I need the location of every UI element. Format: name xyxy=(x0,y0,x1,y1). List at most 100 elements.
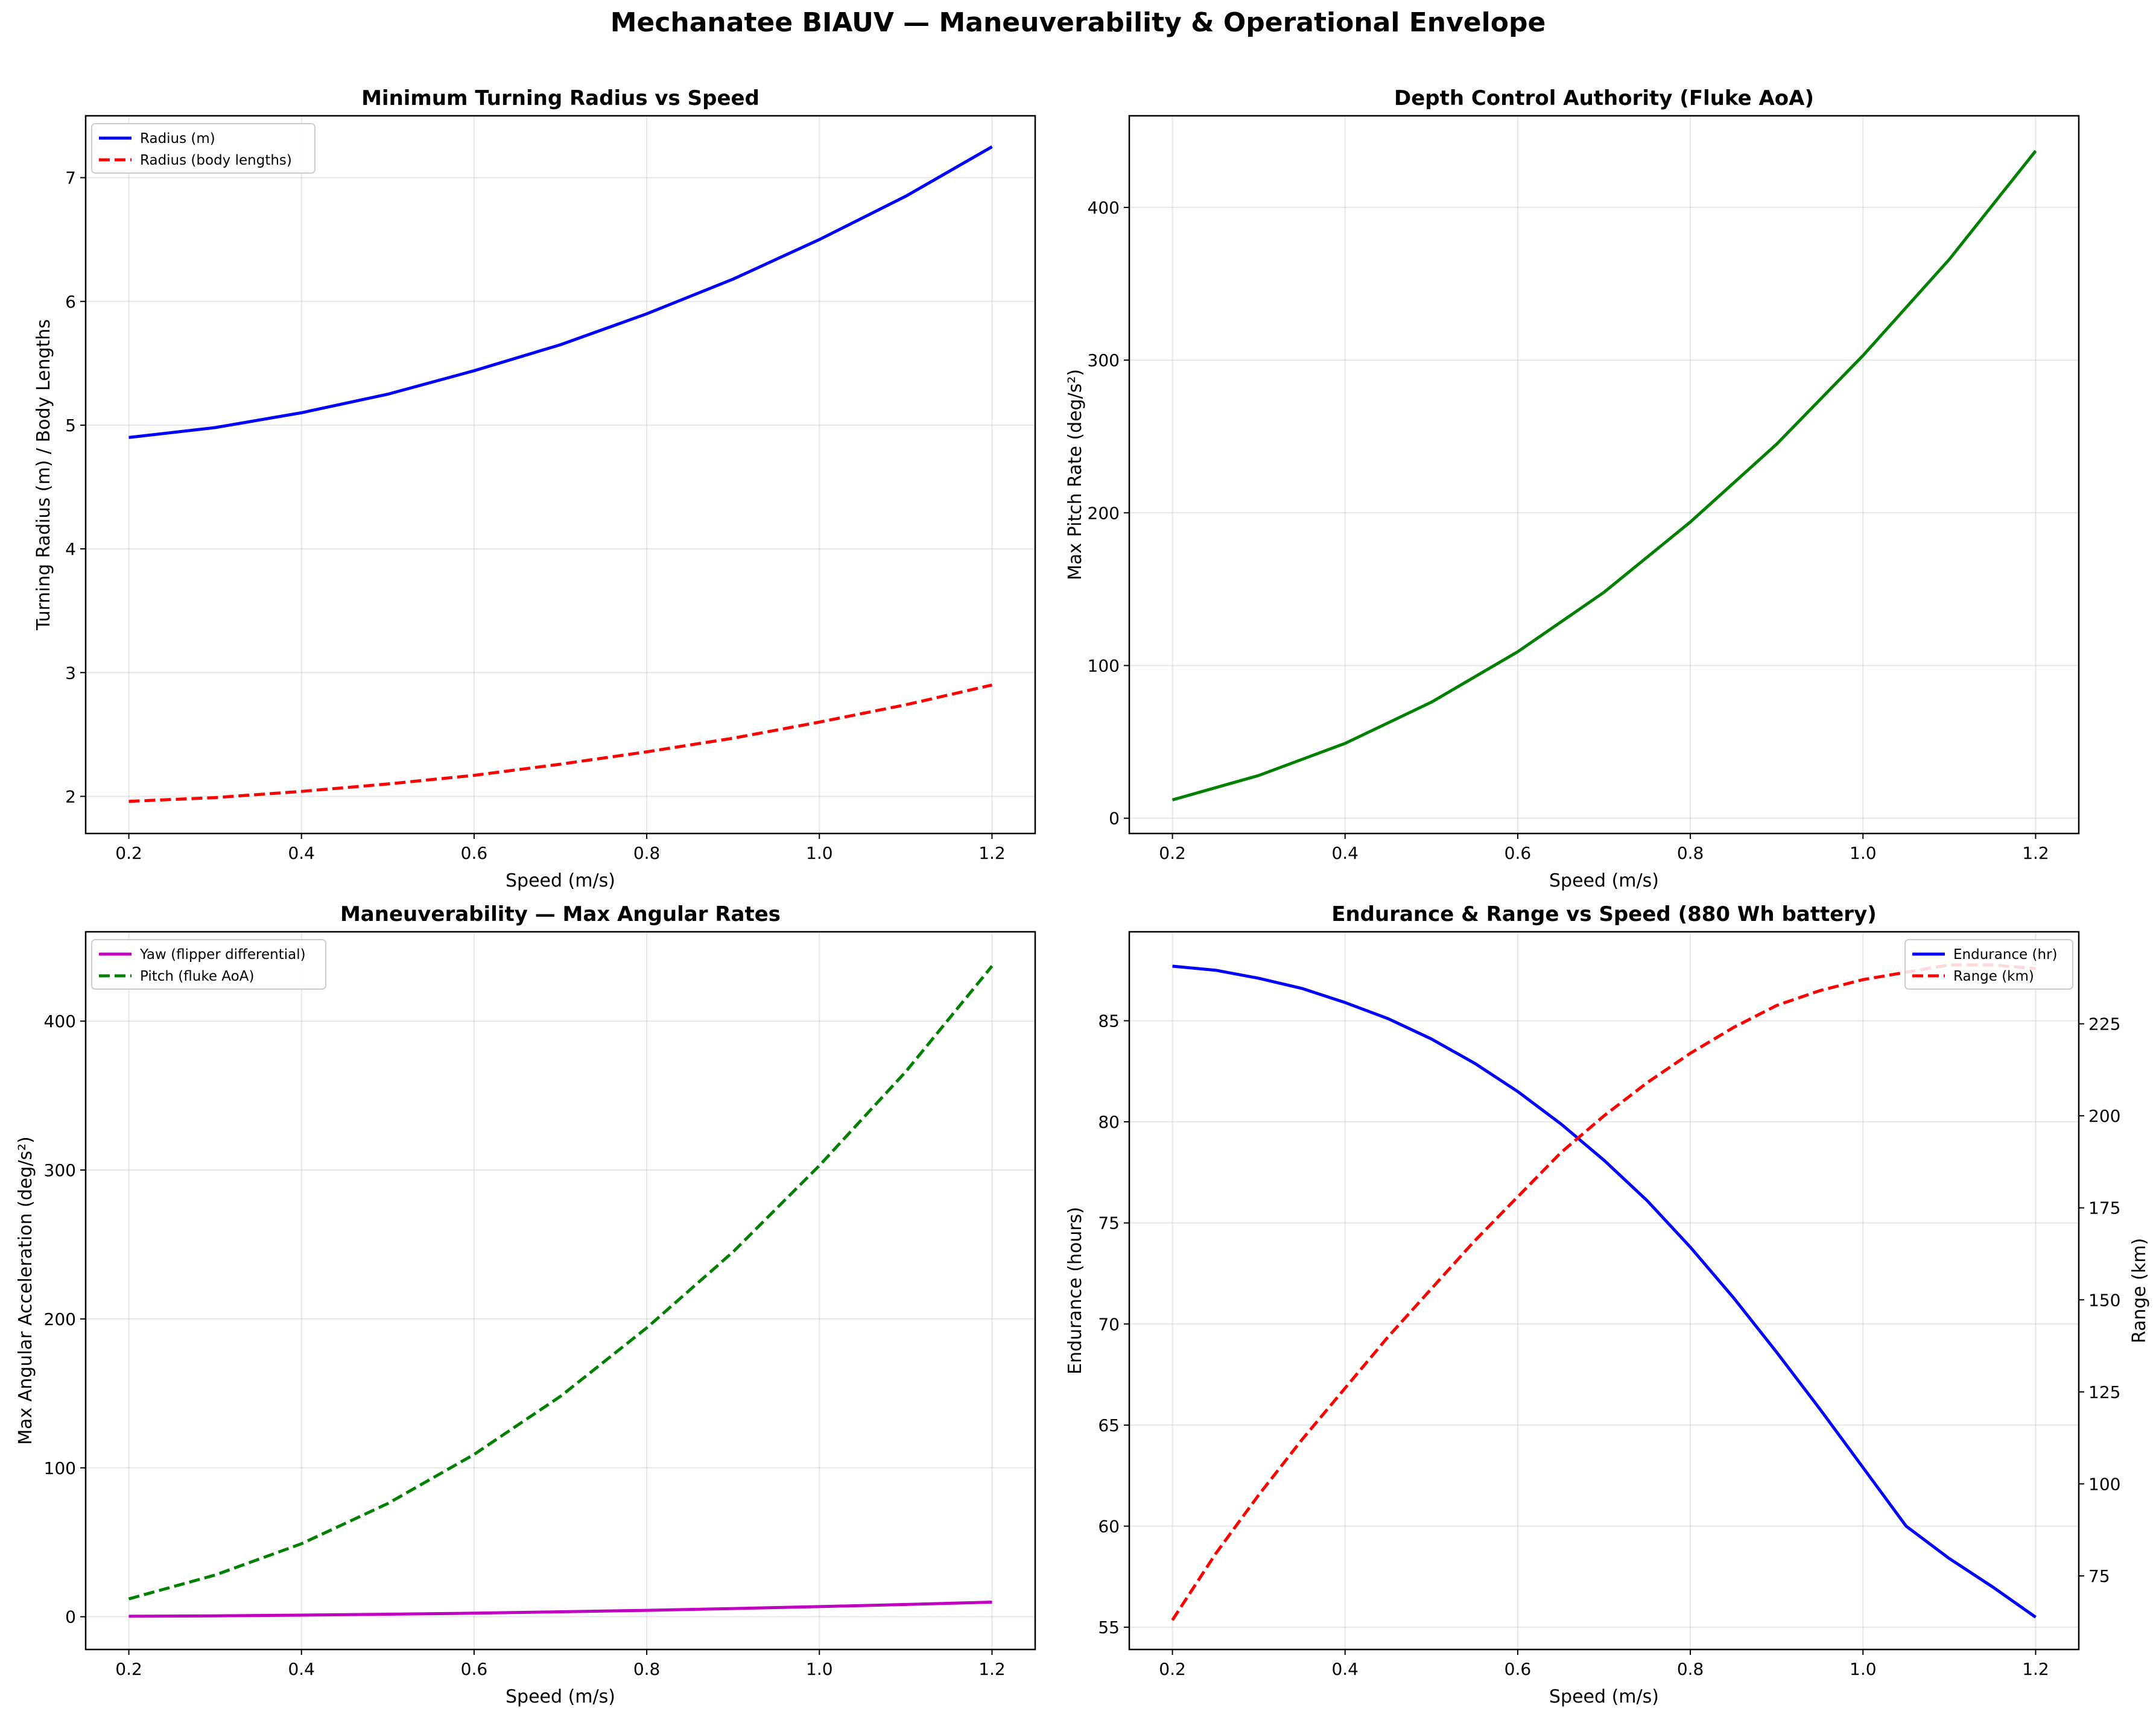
series-line-1 xyxy=(1172,150,2037,802)
y-axis-label: Turning Radius (m) / Body Lengths xyxy=(33,319,54,631)
plot-frame xyxy=(1128,115,2080,835)
x-tick-label: 1.2 xyxy=(2022,1659,2049,1679)
y-tick-label: 5 xyxy=(65,416,76,435)
x-axis-label: Speed (m/s) xyxy=(506,870,615,891)
y-tick-label: 300 xyxy=(44,1160,76,1180)
x-tick-label: 0.8 xyxy=(1677,1659,1704,1679)
y-tick-label: 65 xyxy=(1098,1415,1120,1435)
y-tick-label: 400 xyxy=(1088,198,1120,218)
x-axis-label: Speed (m/s) xyxy=(506,1686,615,1707)
x-tick-label: 1.2 xyxy=(978,1659,1006,1679)
x-tick-label: 1.0 xyxy=(1850,843,1877,863)
panel-title: Maneuverability — Max Angular Rates xyxy=(340,902,781,926)
series-line-2 xyxy=(128,683,993,803)
y-tick-label: 0 xyxy=(65,1607,76,1627)
series-line-1 xyxy=(1172,964,2037,1619)
legend-label: Range (km) xyxy=(1953,969,2034,984)
grid xyxy=(1129,932,2079,1649)
legend-label: Radius (m) xyxy=(140,131,215,147)
legend-box xyxy=(91,123,315,174)
y-axis-label: Max Angular Acceleration (deg/s²) xyxy=(15,1136,36,1444)
y2-tick-label: 100 xyxy=(2088,1474,2120,1494)
x-tick-label: 0.2 xyxy=(115,843,142,863)
x-tick-label: 1.0 xyxy=(806,843,833,863)
y-tick-label: 0 xyxy=(1109,809,1120,829)
plot-frame xyxy=(1128,931,2080,1651)
panel-title: Minimum Turning Radius vs Speed xyxy=(361,86,759,110)
panel-title: Endurance & Range vs Speed (880 Wh batte… xyxy=(1331,902,1877,926)
x-tick-label: 0.8 xyxy=(1677,843,1704,863)
legend: Endurance (hr) Range (km) xyxy=(1904,939,2073,990)
y-tick-label: 80 xyxy=(1098,1112,1120,1132)
x-tick-label: 0.6 xyxy=(1504,1659,1532,1679)
legend-label: Yaw (flipper differential) xyxy=(139,947,306,963)
legend: Radius (m) Radius (body lengths) xyxy=(91,123,315,174)
grid xyxy=(1129,116,2079,833)
x-tick-label: 1.0 xyxy=(1850,1659,1877,1679)
x-tick-label: 0.4 xyxy=(288,843,315,863)
x-tick-label: 0.2 xyxy=(1159,1659,1186,1679)
plot-frame xyxy=(84,931,1036,1651)
x-tick-label: 0.4 xyxy=(1331,1659,1359,1679)
x-tick-label: 0.6 xyxy=(461,843,488,863)
y2-tick-label: 125 xyxy=(2088,1382,2120,1402)
y-tick-label: 70 xyxy=(1098,1314,1120,1334)
y-tick-label: 2 xyxy=(65,786,76,806)
y-tick-label: 60 xyxy=(1098,1517,1120,1537)
x-tick-label: 0.6 xyxy=(461,1659,488,1679)
y-tick-label: 4 xyxy=(65,539,76,559)
x-tick-label: 0.2 xyxy=(1159,843,1186,863)
y-tick-label: 100 xyxy=(44,1458,76,1478)
x-tick-label: 1.0 xyxy=(806,1659,833,1679)
y2-tick-label: 200 xyxy=(2088,1106,2120,1126)
x-tick-label: 0.8 xyxy=(633,843,661,863)
chart-panel-4: 0.2 0.4 0.6 0.8 1.0 1.2 55 60 65 70 75 80 85 75 100 125… xyxy=(1065,902,2150,1707)
x-axis-label: Speed (m/s) xyxy=(1549,870,1659,891)
y2-tick-label: 225 xyxy=(2088,1014,2120,1034)
legend-box xyxy=(1904,939,2073,990)
y2-axis-label: Range (km) xyxy=(2129,1238,2150,1344)
y-tick-label: 85 xyxy=(1098,1011,1120,1031)
legend-label: Endurance (hr) xyxy=(1953,947,2058,963)
panel-title: Depth Control Authority (Fluke AoA) xyxy=(1394,86,1814,110)
x-tick-label: 0.8 xyxy=(633,1659,661,1679)
series-line-1 xyxy=(128,1601,992,1618)
y-tick-label: 200 xyxy=(44,1309,76,1329)
x-axis-label: Speed (m/s) xyxy=(1549,1686,1659,1707)
y-axis-label: Max Pitch Rate (deg/s²) xyxy=(1065,369,1086,580)
y2-tick-label: 150 xyxy=(2088,1290,2120,1310)
legend-label: Radius (body lengths) xyxy=(140,153,292,168)
y-tick-label: 100 xyxy=(1088,656,1120,675)
y-tick-label: 6 xyxy=(65,292,76,312)
y-tick-label: 200 xyxy=(1088,503,1120,523)
legend-label: Pitch (fluke AoA) xyxy=(140,969,254,984)
series-line-1 xyxy=(128,145,993,439)
y-axis-label: Endurance (hours) xyxy=(1065,1207,1086,1374)
y2-tick-label: 175 xyxy=(2088,1198,2120,1218)
x-tick-label: 0.4 xyxy=(288,1659,315,1679)
chart-panel-1: 0.2 0.4 0.6 0.8 1.0 1.2 2 3 4 5 6 7 Minimum Turning … xyxy=(33,86,1036,891)
y-tick-label: 75 xyxy=(1098,1213,1120,1233)
y-tick-label: 55 xyxy=(1098,1618,1120,1637)
chart-panel-3: 0.2 0.4 0.6 0.8 1.0 1.2 0 100 200 300 400 Maneuvera… xyxy=(15,902,1036,1707)
chart-panel-2: 0.2 0.4 0.6 0.8 1.0 1.2 0 100 200 300 400 Depth Con… xyxy=(1065,86,2080,891)
plot-frame xyxy=(84,115,1036,835)
y-tick-label: 3 xyxy=(65,663,76,683)
x-tick-label: 0.2 xyxy=(115,1659,142,1679)
series-line-2 xyxy=(1171,963,2036,1621)
legend: Yaw (flipper differential) Pitch (fluke A… xyxy=(91,939,326,990)
series-line-2 xyxy=(128,965,994,1601)
chart-panels: 0.2 0.4 0.6 0.8 1.0 1.2 2 3 4 5 6 7 Minimum Turning … xyxy=(15,86,2150,1707)
y-tick-label: 400 xyxy=(44,1011,76,1031)
x-tick-label: 1.2 xyxy=(978,843,1006,863)
y-tick-label: 300 xyxy=(1088,350,1120,370)
figure-title: Mechanatee BIAUV — Maneuverability & Ope… xyxy=(610,7,1546,38)
x-tick-label: 1.2 xyxy=(2022,843,2049,863)
y2-tick-label: 75 xyxy=(2088,1566,2110,1586)
grid xyxy=(86,932,1035,1649)
x-tick-label: 0.4 xyxy=(1331,843,1359,863)
y-tick-label: 7 xyxy=(65,168,76,188)
x-tick-label: 0.6 xyxy=(1504,843,1532,863)
legend-box xyxy=(91,939,326,990)
